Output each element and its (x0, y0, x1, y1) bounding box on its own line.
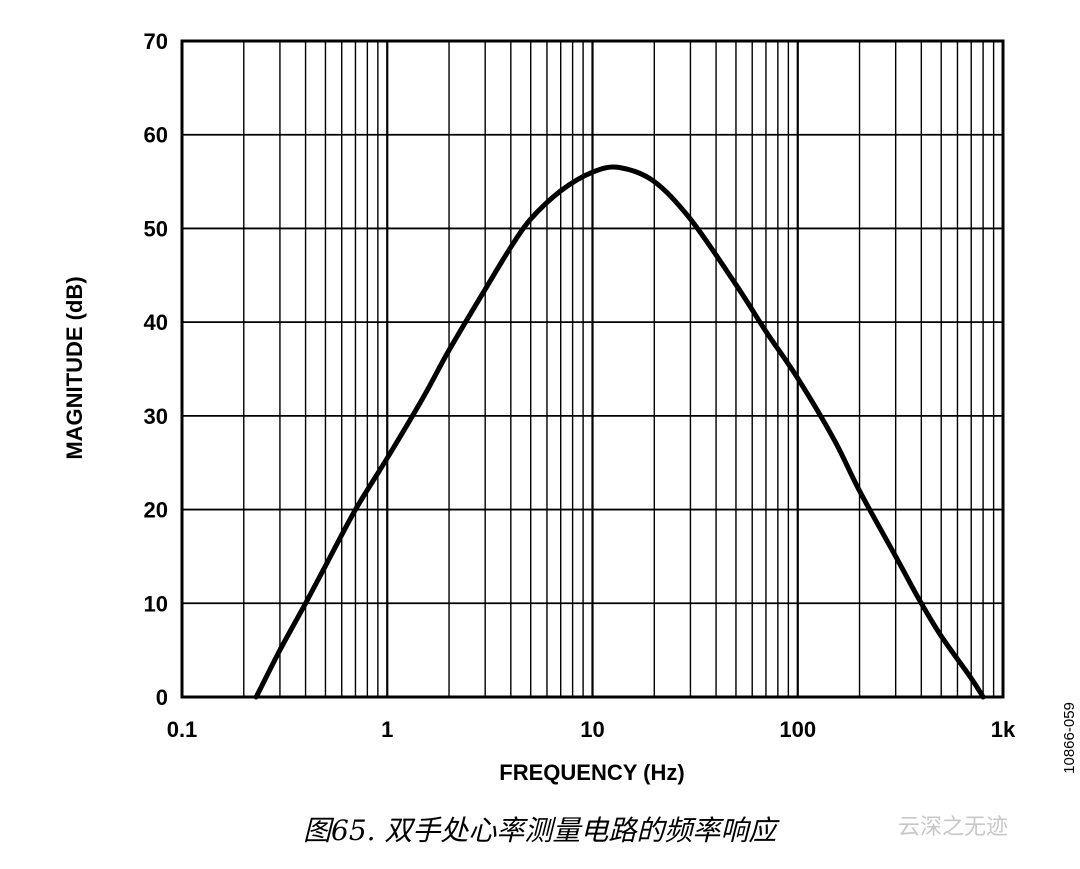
y-tick-label: 60 (144, 123, 168, 148)
x-tick-label: 10 (580, 717, 604, 742)
grid (180, 41, 1003, 697)
y-tick-label: 40 (144, 310, 168, 335)
y-tick-label: 20 (144, 498, 168, 523)
magnitude-curve (253, 164, 986, 700)
plot-border (180, 39, 1005, 699)
x-tick-labels: 0.1 1 10 100 1k (167, 717, 1016, 742)
figure-id: 10866-059 (1061, 702, 1078, 774)
x-tick-label: 1 (381, 717, 393, 742)
y-tick-labels: 0 10 20 30 40 50 60 70 (144, 29, 168, 710)
response-curve-group (253, 164, 986, 700)
watermark-text: 云深之无迹 (898, 815, 1008, 840)
x-tick-label: 0.1 (167, 717, 198, 742)
y-tick-label: 70 (144, 29, 168, 54)
figure-caption: 图65. 双手处心率测量电路的频率响应 (303, 814, 780, 847)
y-tick-label: 0 (156, 685, 168, 710)
x-axis-title: FREQUENCY (Hz) (499, 760, 684, 785)
x-tick-label: 100 (779, 717, 816, 742)
x-tick-label: 1k (991, 717, 1016, 742)
y-tick-label: 50 (144, 216, 168, 241)
y-tick-label: 30 (144, 404, 168, 429)
plot-frame (180, 39, 1005, 699)
y-axis-title: MAGNITUDE (dB) (62, 276, 87, 459)
y-tick-label: 10 (144, 591, 168, 616)
